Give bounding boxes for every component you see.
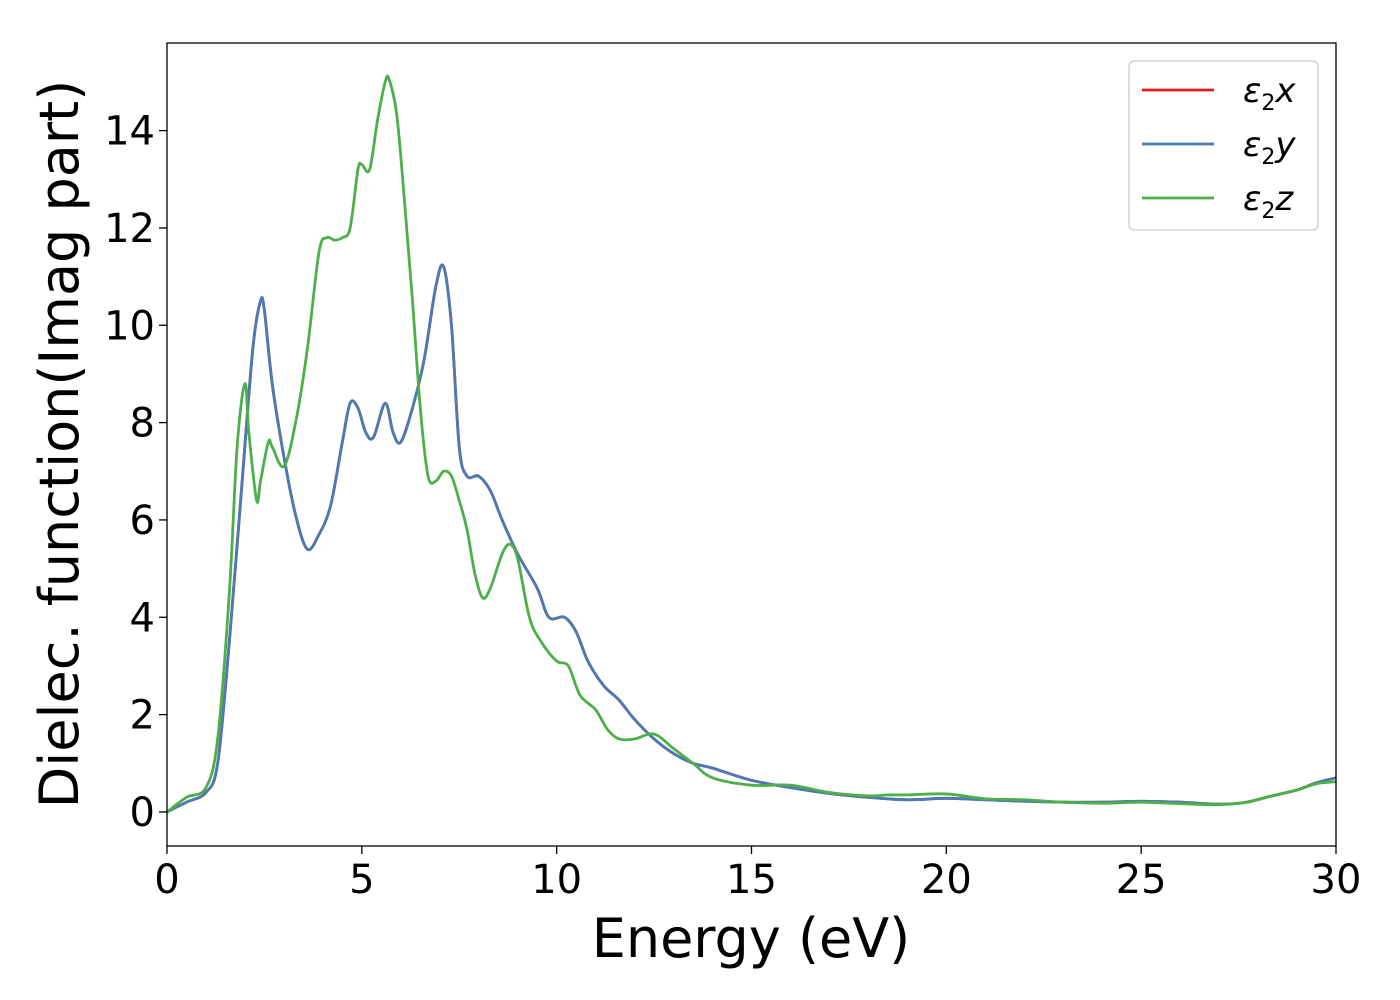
y-axis-ticks: 0 2 4 6 8 10 12 14 — [104, 109, 167, 836]
y-tick-label: 6 — [130, 498, 155, 544]
x-axis-ticks: 0 5 10 15 20 25 30 — [154, 846, 1361, 903]
x-tick-label: 20 — [921, 857, 972, 903]
y-tick-label: 4 — [130, 595, 155, 641]
series-lines — [167, 74, 1336, 814]
legend-label-y: ε2y — [1243, 125, 1296, 170]
x-axis-label: Energy (eV) — [592, 907, 911, 970]
x-tick-label: 30 — [1311, 857, 1362, 903]
x-tick-label: 5 — [349, 857, 374, 903]
legend-label-z: ε2z — [1243, 179, 1294, 224]
legend: ε2x ε2y ε2z — [1128, 60, 1319, 231]
x-tick-label: 0 — [154, 857, 179, 903]
x-tick-label: 25 — [1116, 857, 1167, 903]
y-axis-label: Dielec. function(Imag part) — [28, 80, 91, 809]
x-tick-label: 10 — [531, 857, 582, 903]
y-tick-label: 8 — [130, 401, 155, 447]
legend-label-x: ε2x — [1243, 71, 1296, 116]
y-tick-label: 10 — [104, 303, 155, 349]
x-tick-label: 15 — [726, 857, 777, 903]
y-tick-label: 0 — [130, 790, 155, 836]
series-line-z — [167, 74, 1336, 814]
y-tick-label: 14 — [104, 109, 155, 155]
legend-box — [1128, 60, 1319, 231]
y-tick-label: 2 — [130, 693, 155, 739]
y-tick-label: 12 — [104, 206, 155, 252]
